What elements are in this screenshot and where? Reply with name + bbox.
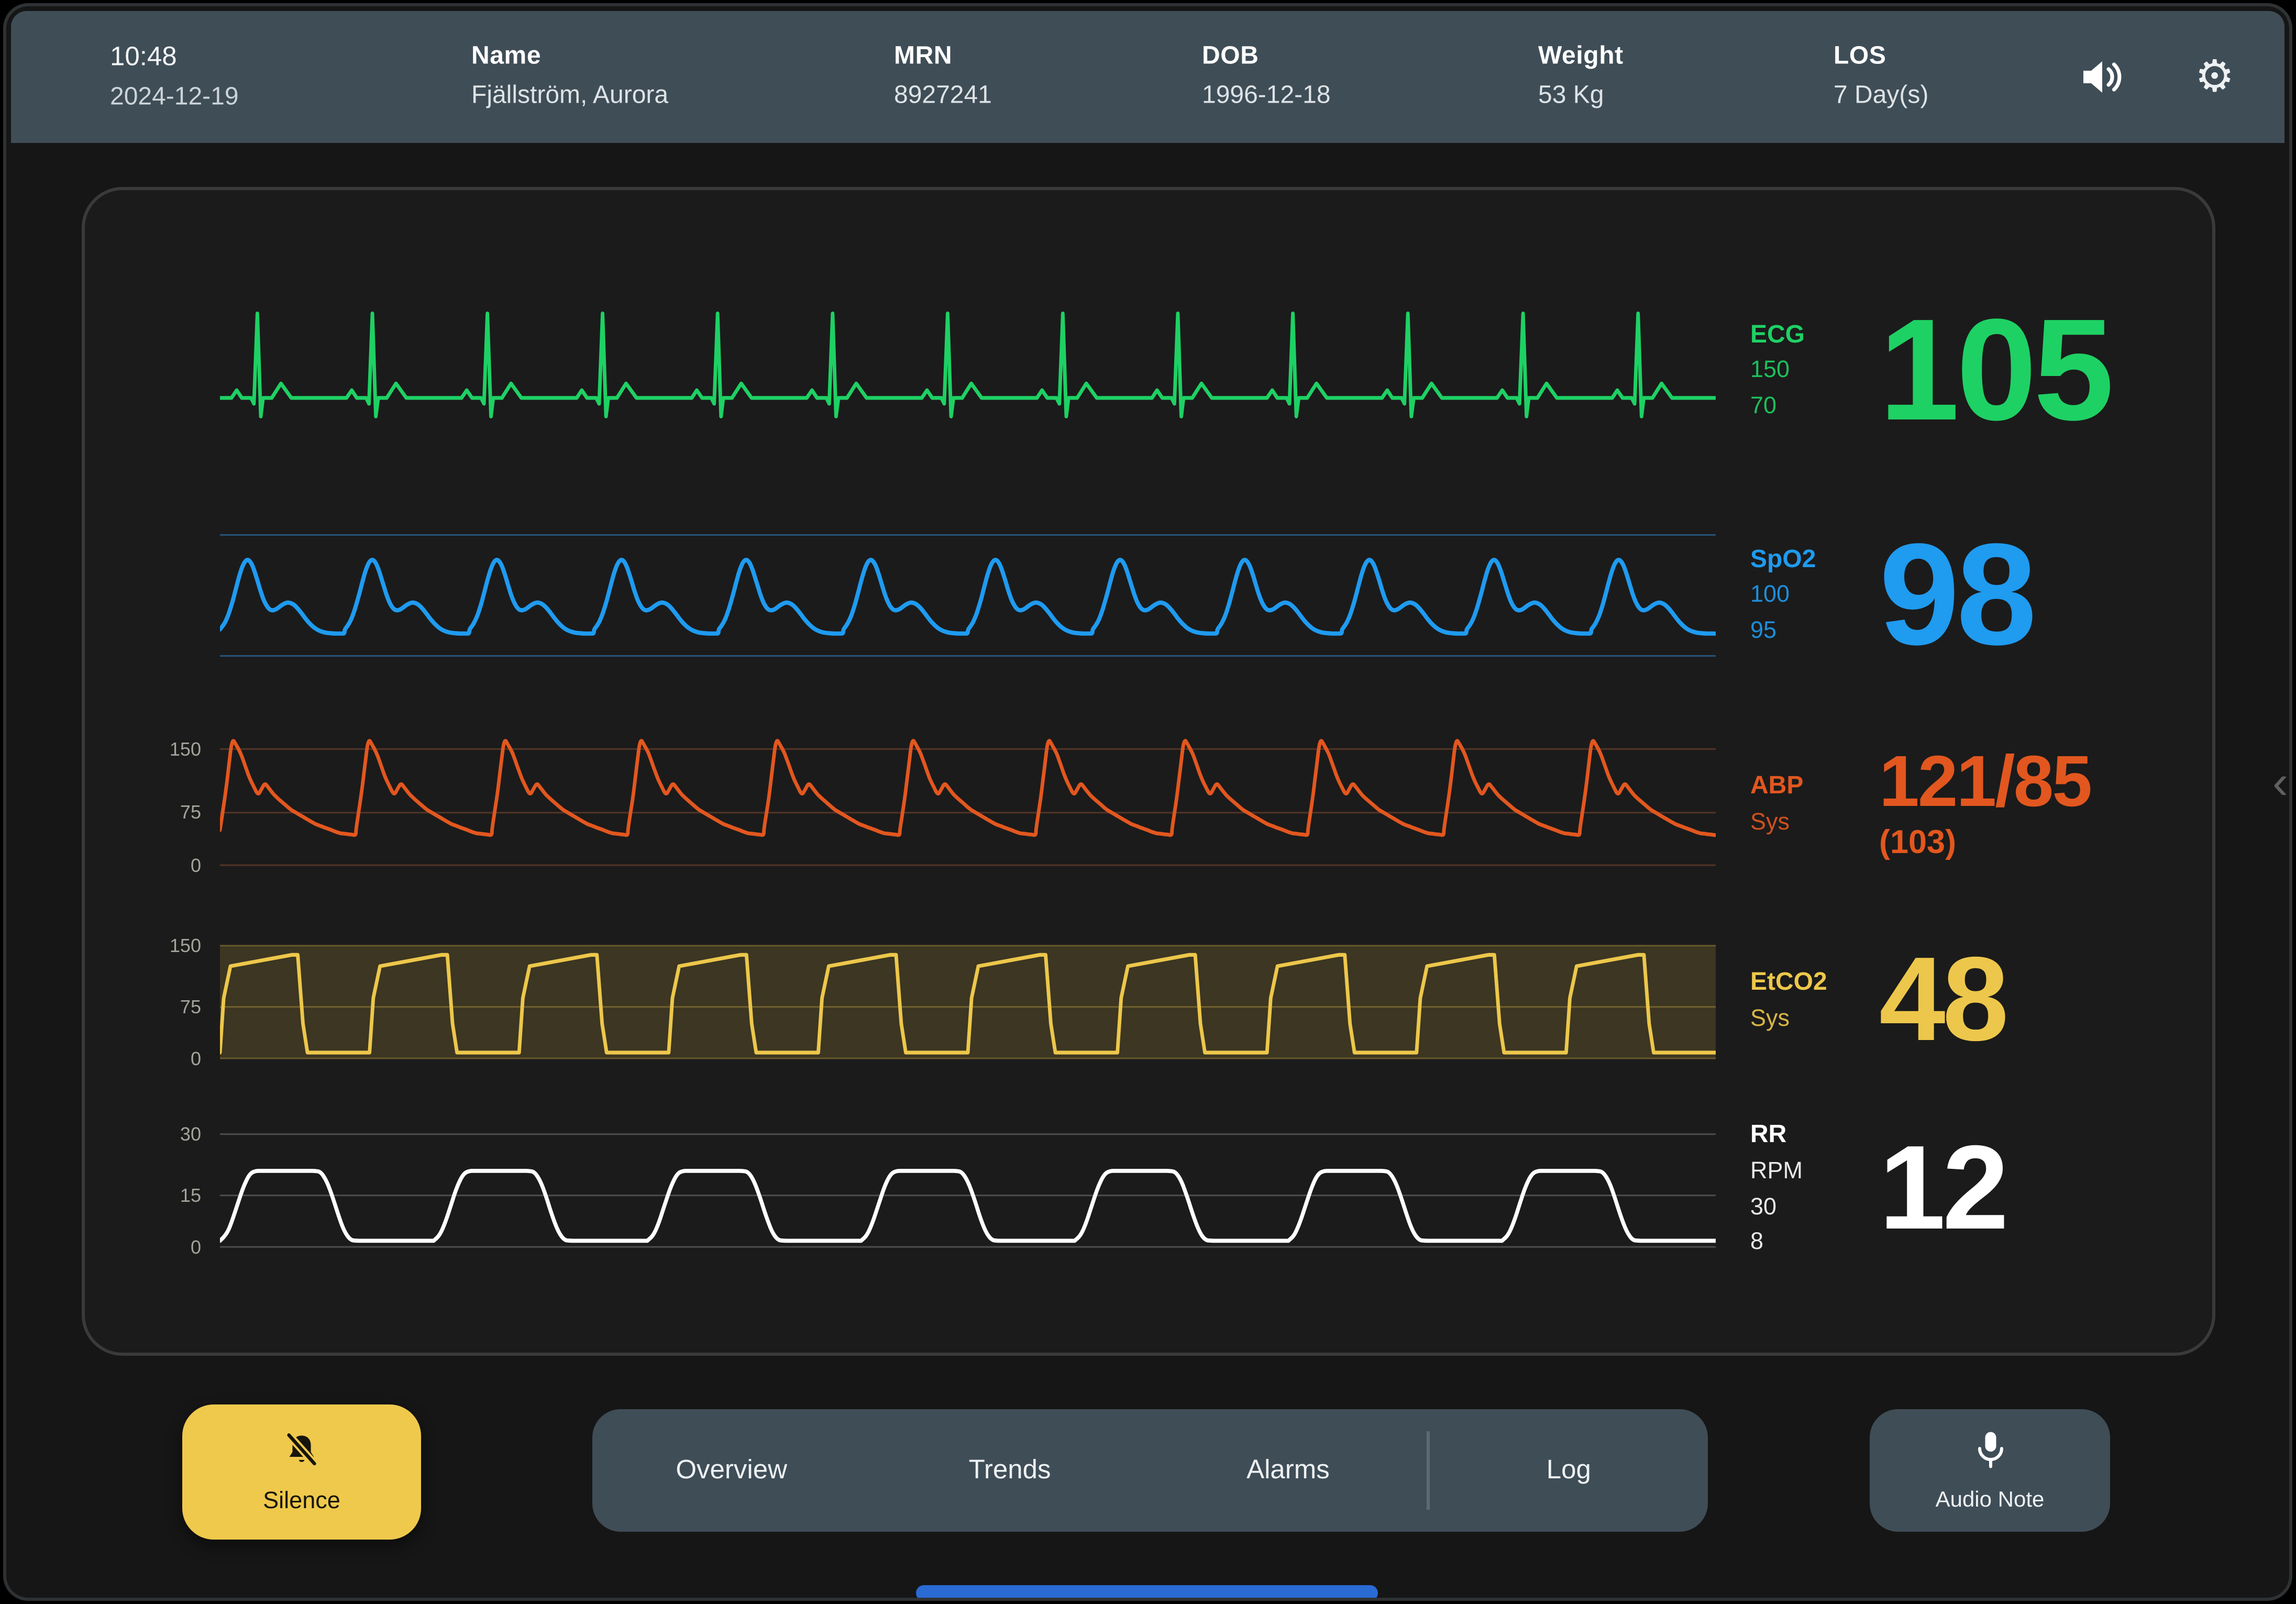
device-frame: 10:48 2024-12-19 Name Fjällström, Aurora… [3,3,2293,1601]
vitals-panel: ECG 150 70 105 SpO2 100 95 98 150 75 0 ABP Sys 121/85… [82,187,2215,1356]
y-axis-ticks-etco2: 150 75 0 [85,935,220,1069]
tab-overview[interactable]: Overview [676,1455,787,1485]
value-main: 121/85 [1879,739,2092,822]
tick-label: 75 [180,801,201,824]
channel-label-abp: ABP Sys [1716,773,1879,836]
patient-name-field: Name Fjällström, Aurora [471,43,668,111]
date: 2024-12-19 [110,84,239,111]
y-axis-ticks-spo2 [85,534,220,657]
value-main: 105 [1879,290,2114,450]
field-value: 1996-12-18 [1202,82,1331,109]
field-value: Fjällström, Aurora [471,82,669,109]
field-label: Name [471,43,542,70]
tab-trends[interactable]: Trends [968,1455,1051,1485]
rr-waveform [220,1128,1716,1251]
tick-label: 75 [180,995,201,1018]
channel-subline: 95 [1750,617,1777,644]
y-axis-ticks-abp: 150 75 0 [85,735,220,877]
field-label: Weight [1538,43,1624,70]
etco2-waveform [220,939,1716,1062]
tick-label: 0 [190,854,201,877]
channel-row-ecg: ECG 150 70 105 [85,253,2212,489]
channel-name: EtCO2 [1750,969,1827,996]
value-mean: (103) [1879,825,1957,861]
channel-subline: Sys [1750,1004,1790,1032]
channel-subline: 8 [1750,1229,1764,1256]
channel-name: ECG [1750,322,1805,349]
home-indicator[interactable] [916,1585,1378,1598]
channel-subline: 30 [1750,1193,1777,1220]
channel-subline: RPM [1750,1158,1803,1185]
field-value: 53 Kg [1538,82,1604,109]
silence-button[interactable]: Silence [182,1404,421,1540]
channel-value-spo2: 98 [1879,514,2187,675]
field-value: 7 Day(s) [1834,82,1929,109]
side-drawer-handle[interactable]: ‹ [2272,757,2288,809]
volume-icon[interactable] [2079,57,2126,97]
channel-value-etco2: 48 [1879,933,2187,1067]
mrn-field: MRN 8927241 [894,43,992,111]
channel-value-rr: 12 [1879,1121,2187,1255]
header-bar: 10:48 2024-12-19 Name Fjällström, Aurora… [11,11,2285,143]
channel-row-spo2: SpO2 100 95 98 [85,489,2212,702]
channel-value-ecg: 105 [1879,290,2187,450]
tick-label: 150 [169,934,201,957]
value-main: 12 [1879,1121,2009,1255]
tick-label: 30 [180,1123,201,1145]
clock: 10:48 2024-12-19 [110,42,239,113]
audio-note-button[interactable]: Audio Note [1870,1409,2110,1532]
waveform-rows: ECG 150 70 105 SpO2 100 95 98 150 75 0 ABP Sys 121/85… [85,190,2212,1284]
tab-alarms[interactable]: Alarms [1246,1455,1330,1485]
channel-name: RR [1750,1122,1787,1149]
spo2-waveform [220,534,1716,657]
field-label: MRN [894,43,953,70]
bell-slash-icon [281,1430,322,1478]
tick-label: 15 [180,1184,201,1207]
channel-subline: Sys [1750,808,1790,835]
channel-name: SpO2 [1750,546,1816,573]
channel-value-abp: 121/85 (103) [1879,739,2187,861]
y-axis-ticks-ecg [85,295,220,446]
tick-label: 0 [190,1235,201,1258]
los-field: LOS 7 Day(s) [1834,43,1928,111]
silence-label: Silence [263,1488,340,1514]
channel-label-spo2: SpO2 100 95 [1716,546,1879,645]
ecg-waveform [220,295,1716,446]
channel-subline: 70 [1750,392,1777,419]
tick-label: 0 [190,1047,201,1069]
channel-label-rr: RR RPM 30 8 [1716,1122,1879,1256]
abp-waveform [220,735,1716,873]
channel-subline: 150 [1750,357,1790,384]
channel-label-etco2: EtCO2 Sys [1716,969,1879,1032]
weight-field: Weight 53 Kg [1538,43,1624,111]
view-tabs: Overview Trends Alarms Log [592,1409,1708,1532]
value-main: 98 [1879,514,2037,675]
field-label: DOB [1202,43,1259,70]
channel-row-rr: 30 15 0 RR RPM 30 8 12 [85,1095,2212,1284]
field-label: LOS [1834,43,1886,70]
audio-note-label: Audio Note [1935,1486,2045,1511]
tick-label: 150 [169,738,201,760]
time: 10:48 [110,41,177,72]
channel-subline: 100 [1750,581,1790,609]
tab-log[interactable]: Log [1546,1455,1591,1485]
tab-divider [1427,1431,1430,1510]
y-axis-ticks-rr: 30 15 0 [85,1123,220,1258]
channel-row-etco2: 150 75 0 EtCO2 Sys 48 [85,906,2212,1095]
channel-row-abp: 150 75 0 ABP Sys 121/85 (103) [85,702,2212,906]
dob-field: DOB 1996-12-18 [1202,43,1331,111]
channel-name: ABP [1750,772,1804,800]
value-main: 48 [1879,933,2009,1067]
channel-label-ecg: ECG 150 70 [1716,322,1879,420]
gear-icon[interactable]: ⚙ [2195,52,2235,101]
field-value: 8927241 [894,82,992,109]
microphone-icon [1973,1430,2007,1478]
